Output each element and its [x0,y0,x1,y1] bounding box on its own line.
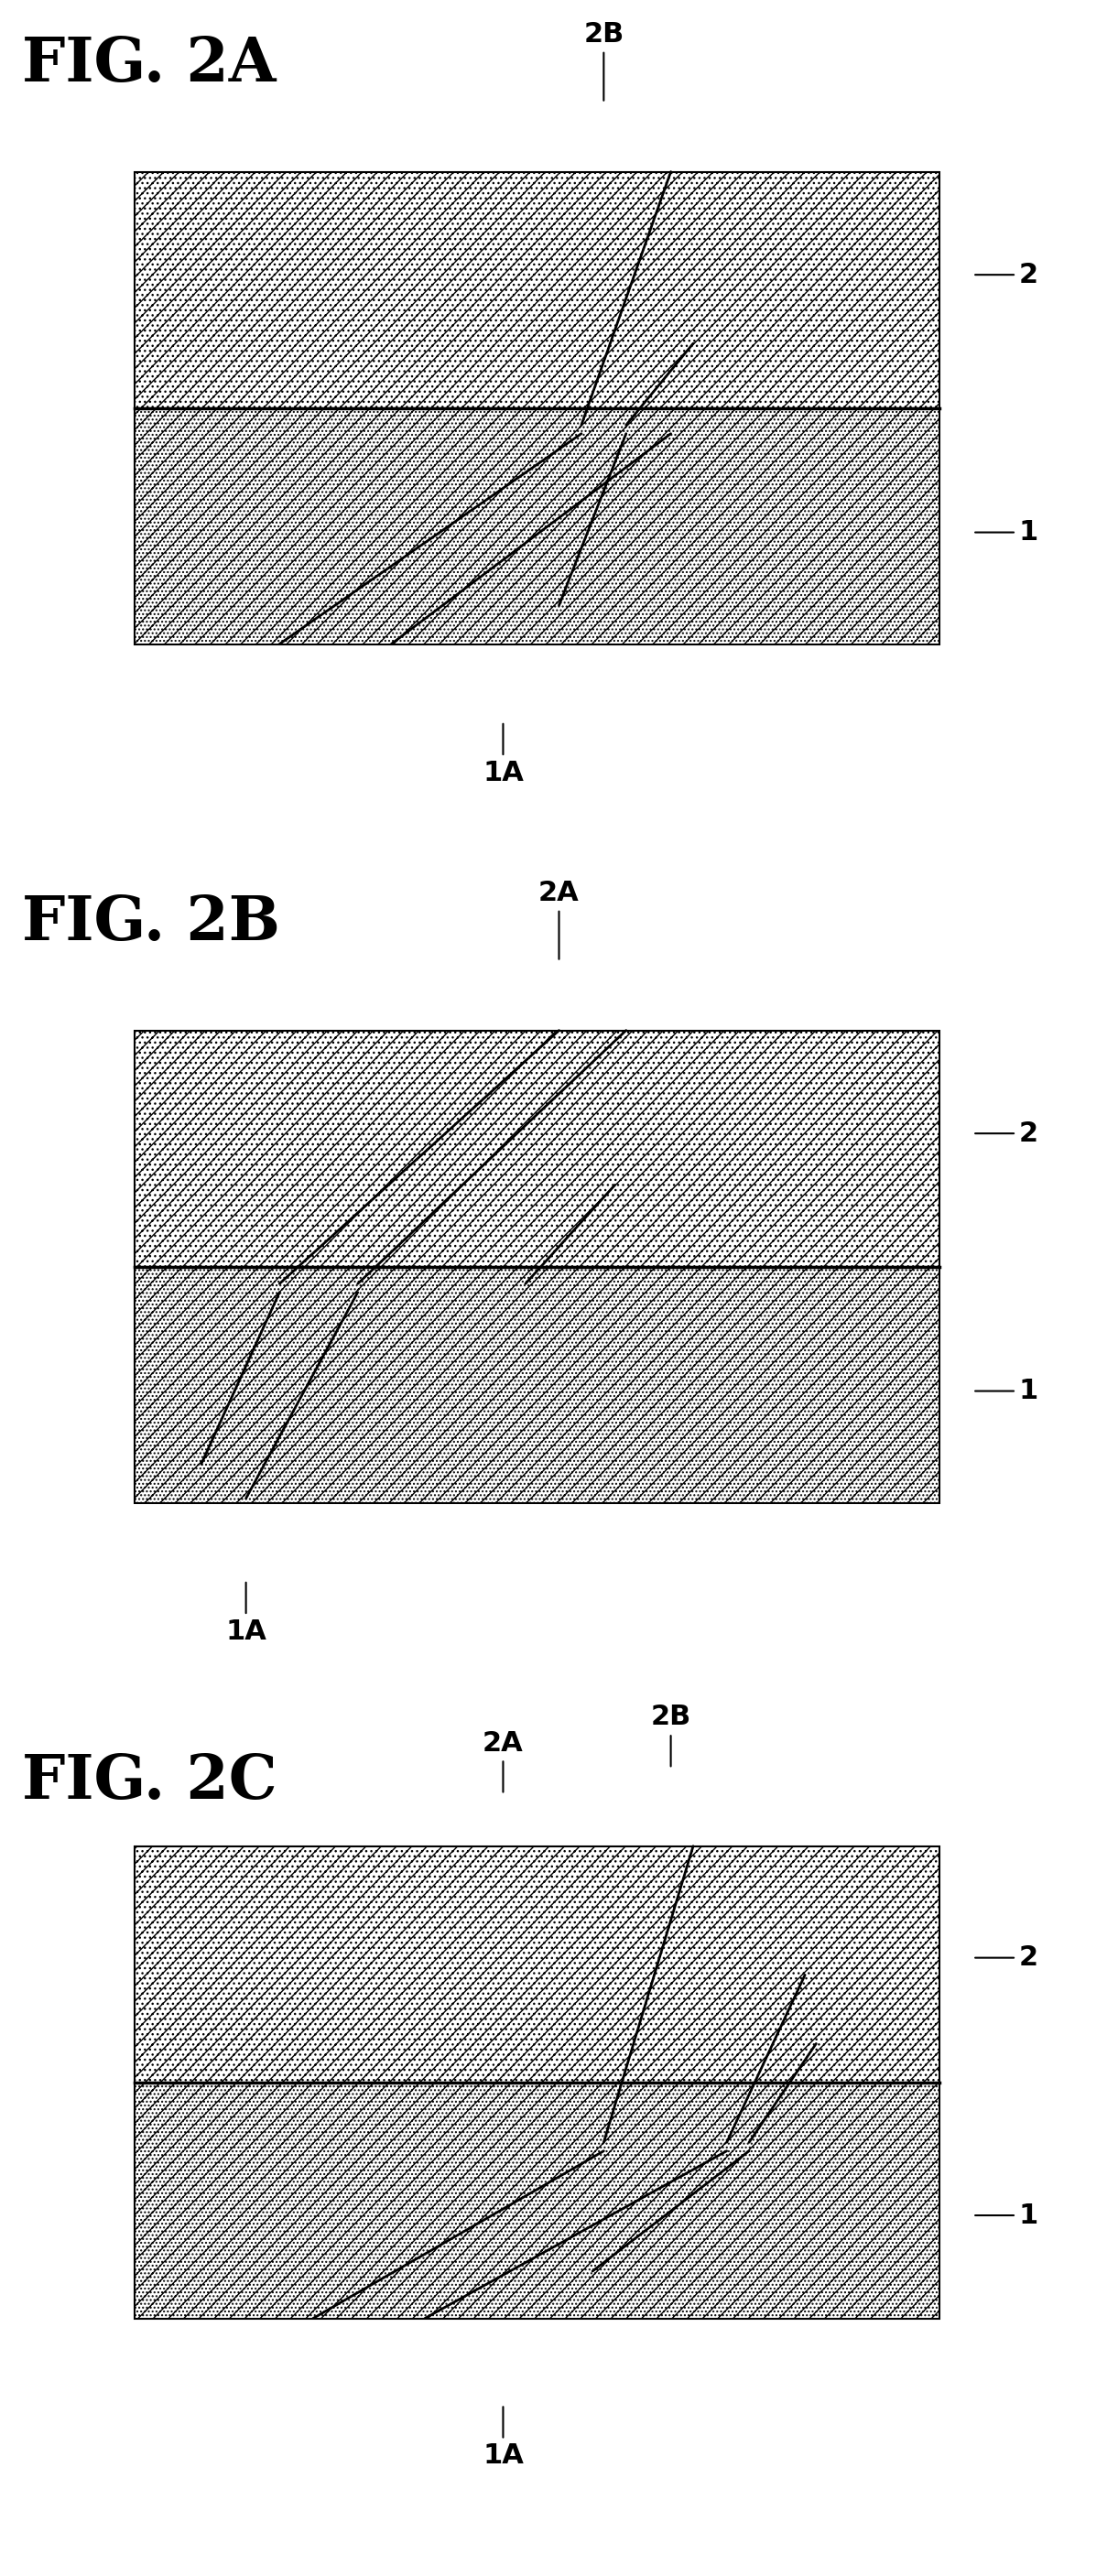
Text: 2: 2 [975,1121,1039,1146]
Text: 1: 1 [975,520,1039,546]
Text: 1A: 1A [483,724,523,786]
Text: 2A: 2A [539,881,579,958]
Text: FIG. 2C: FIG. 2C [22,1752,277,1811]
Bar [134,173,939,407]
Text: 1A: 1A [483,2406,523,2468]
Text: FIG. 2B: FIG. 2B [22,894,281,953]
Text: 1: 1 [975,1378,1039,1404]
Text: 2: 2 [975,263,1039,289]
Bar [134,1847,939,2081]
Text: 2: 2 [975,1945,1039,1971]
Text: 2A: 2A [483,1731,523,1793]
Bar [134,407,939,644]
Text: FIG. 2A: FIG. 2A [22,33,276,93]
Text: 1: 1 [975,2202,1039,2228]
Text: 1A: 1A [226,1582,266,1643]
Text: 2B: 2B [584,21,624,100]
Bar [134,1267,939,1502]
Text: 2B: 2B [651,1705,691,1767]
Bar [134,2081,939,2318]
Bar [134,1030,939,1267]
